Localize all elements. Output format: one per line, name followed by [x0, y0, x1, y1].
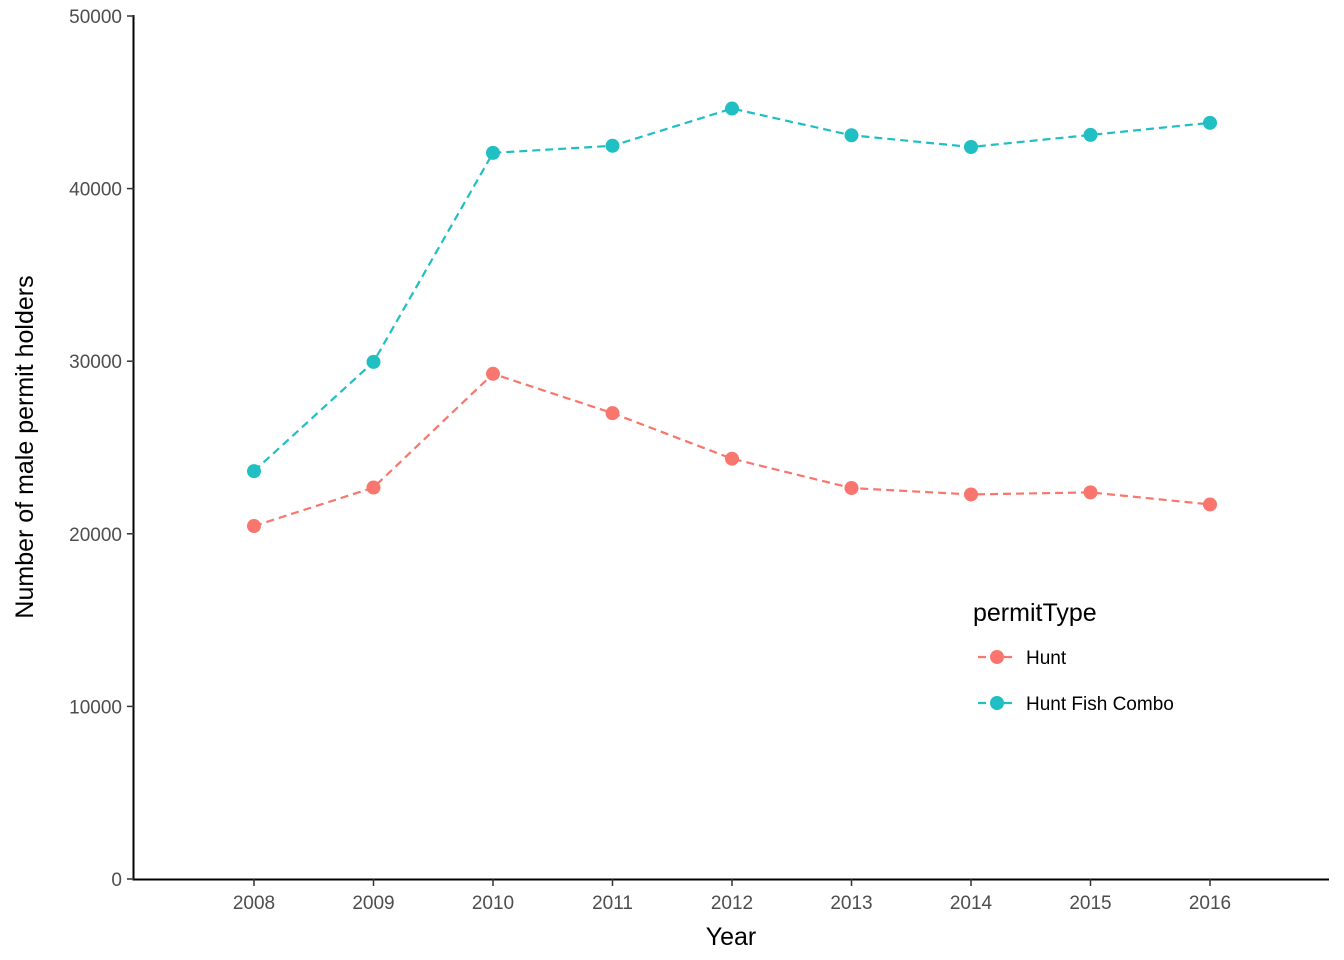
- y-ticks: 0 10000 20000 30000 40000 50000: [69, 7, 134, 891]
- axes: [132, 15, 1329, 881]
- data-point: [605, 138, 620, 153]
- y-tick-label: 40000: [69, 180, 122, 201]
- series-layer: [247, 101, 1217, 534]
- y-axis-title: Number of male permit holders: [11, 275, 39, 618]
- data-point: [1083, 485, 1098, 500]
- series-line: [253, 372, 1211, 528]
- data-point: [1203, 115, 1217, 130]
- x-tick-label: 2015: [1069, 893, 1111, 914]
- x-axis-title: Year: [706, 923, 757, 951]
- x-tick-label: 2013: [830, 893, 872, 914]
- data-point: [844, 481, 859, 496]
- y-tick-label: 10000: [69, 697, 122, 718]
- data-point: [366, 480, 381, 495]
- y-tick-label: 30000: [69, 352, 122, 373]
- legend-key-marker: [990, 650, 1004, 664]
- x-tick-label: 2011: [592, 893, 633, 914]
- legend-label: Hunt Fish Combo: [1026, 694, 1174, 715]
- x-ticks: 2008 2009 2010 2011 2012 2013 2014 2015 2016: [233, 879, 1231, 914]
- data-point: [486, 145, 500, 160]
- legend: permitType Hunt Hunt Fish Combo: [973, 599, 1174, 715]
- legend-label: Hunt: [1026, 648, 1067, 669]
- y-tick-label: 20000: [69, 525, 122, 546]
- series-line: [253, 107, 1211, 472]
- series-0: [247, 366, 1217, 534]
- data-point: [725, 451, 739, 466]
- data-point: [605, 406, 620, 421]
- x-tick-label: 2014: [950, 893, 993, 914]
- data-point: [1083, 127, 1098, 142]
- data-point: [964, 487, 978, 502]
- y-tick-label: 50000: [69, 7, 122, 28]
- legend-items: Hunt Hunt Fish Combo: [978, 648, 1174, 715]
- x-tick-label: 2008: [233, 893, 275, 914]
- data-point: [725, 101, 739, 116]
- data-point: [366, 354, 381, 369]
- legend-item: Hunt: [978, 648, 1067, 669]
- legend-key-marker: [990, 696, 1004, 710]
- data-point: [1203, 497, 1217, 512]
- data-point: [486, 366, 500, 381]
- x-tick-label: 2009: [352, 893, 394, 914]
- x-tick-label: 2016: [1189, 893, 1231, 914]
- y-tick-label: 0: [111, 870, 122, 891]
- series-1: [247, 101, 1217, 479]
- legend-title: permitType: [973, 599, 1097, 627]
- x-tick-label: 2010: [472, 893, 514, 914]
- data-point: [964, 140, 978, 155]
- data-point: [247, 464, 261, 479]
- data-point: [247, 519, 261, 534]
- x-tick-label: 2012: [711, 893, 753, 914]
- data-point: [844, 128, 859, 143]
- legend-item: Hunt Fish Combo: [978, 694, 1174, 715]
